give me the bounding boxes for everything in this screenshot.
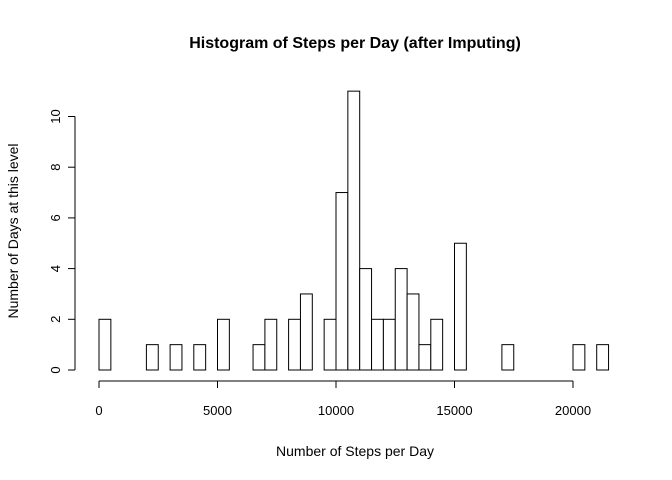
x-tick-label: 20000 [555, 403, 591, 418]
y-axis-label: Number of Days at this level [5, 143, 21, 318]
histogram-bar [145, 344, 159, 371]
y-tick-label: 2 [48, 316, 63, 323]
y-tick-label: 8 [48, 164, 63, 171]
x-tick-label: 5000 [203, 403, 232, 418]
y-axis: 0 2 4 6 8 10 [48, 109, 76, 374]
histogram-bar [371, 318, 384, 371]
y-tick-label: 4 [48, 265, 63, 272]
y-tick-label: 0 [48, 366, 63, 373]
histogram-bar [596, 344, 610, 371]
histogram-bar [394, 268, 408, 371]
histogram-bar [288, 318, 301, 371]
x-axis: 0 5000 10000 15000 20000 [95, 380, 591, 418]
histogram-bar [264, 318, 278, 371]
x-tick-label: 10000 [318, 403, 354, 418]
histogram-bar [217, 318, 230, 371]
bars-group [98, 90, 610, 371]
histogram-bar [323, 318, 337, 371]
histogram-bar [382, 318, 396, 371]
histogram-bar [406, 293, 420, 371]
histogram-bar [572, 344, 586, 371]
chart-title: Histogram of Steps per Day (after Imputi… [189, 35, 521, 52]
x-tick-label: 15000 [436, 403, 472, 418]
y-tick-label: 6 [48, 214, 63, 221]
x-tick-label: 0 [95, 403, 102, 418]
histogram-bar [359, 268, 373, 371]
histogram-bar [418, 344, 432, 371]
x-axis-label: Number of Steps per Day [276, 443, 434, 459]
histogram-bar [252, 344, 266, 371]
histogram-bar [169, 344, 183, 371]
histogram-bar [501, 344, 515, 371]
histogram-bar [193, 344, 207, 371]
histogram-bar [98, 318, 112, 371]
y-tick-label: 10 [48, 109, 63, 123]
histogram-bar [347, 90, 361, 371]
histogram-bar [430, 318, 444, 371]
histogram-bar [299, 293, 313, 371]
histogram-bar [454, 242, 467, 371]
histogram-bar [335, 192, 349, 371]
